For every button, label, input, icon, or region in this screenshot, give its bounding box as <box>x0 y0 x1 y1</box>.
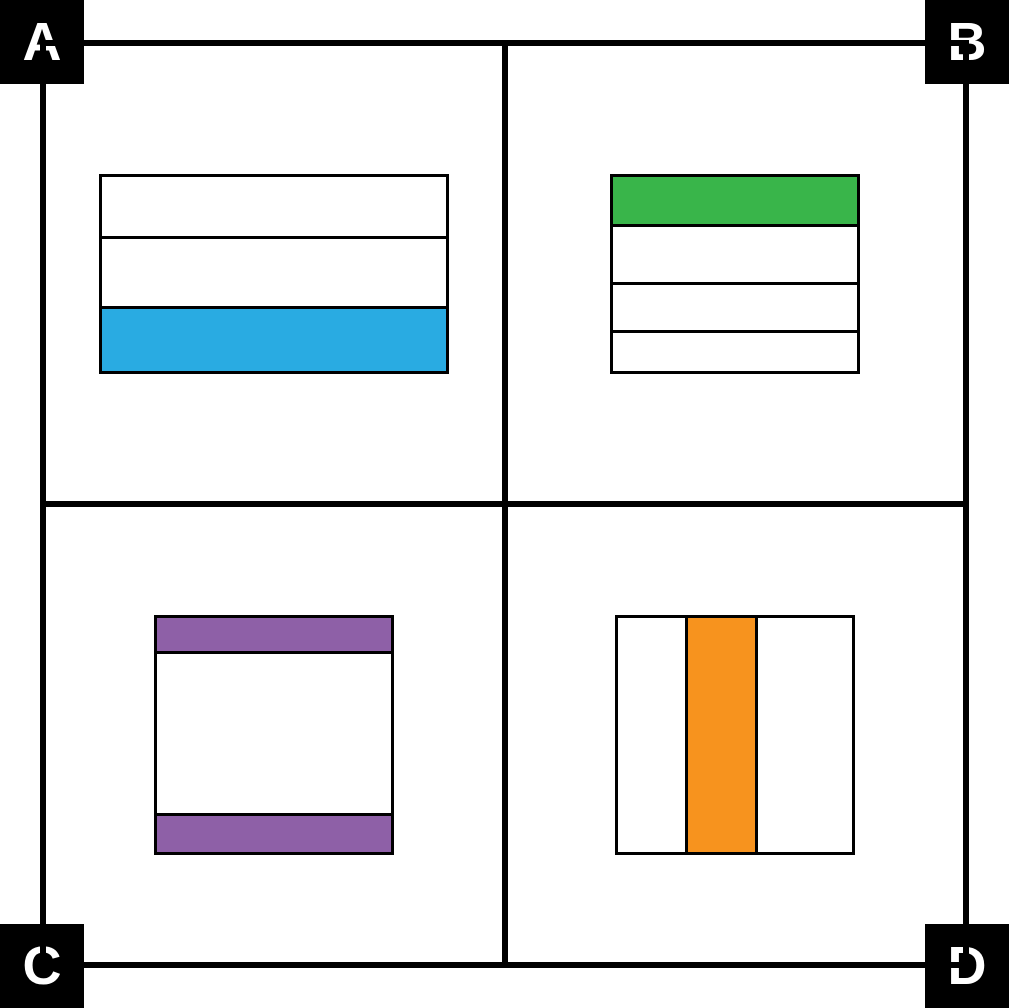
stripe <box>613 177 857 227</box>
panel-d <box>508 507 964 962</box>
stripe <box>157 816 391 852</box>
stripe <box>613 227 857 285</box>
grid-container <box>40 40 969 968</box>
stripe <box>102 177 446 239</box>
stripe <box>102 309 446 371</box>
stripe <box>613 333 857 371</box>
panel-d-box <box>615 615 855 855</box>
panel-a <box>46 46 502 501</box>
stripe <box>688 618 758 852</box>
stripe <box>758 618 852 852</box>
stripe <box>618 618 688 852</box>
panel-b <box>508 46 964 501</box>
stripe <box>613 285 857 333</box>
panel-c <box>46 507 502 962</box>
stripe <box>157 654 391 816</box>
stripe <box>102 239 446 309</box>
panel-a-box <box>99 174 449 374</box>
panel-c-box <box>154 615 394 855</box>
panel-b-box <box>610 174 860 374</box>
stripe <box>157 618 391 654</box>
